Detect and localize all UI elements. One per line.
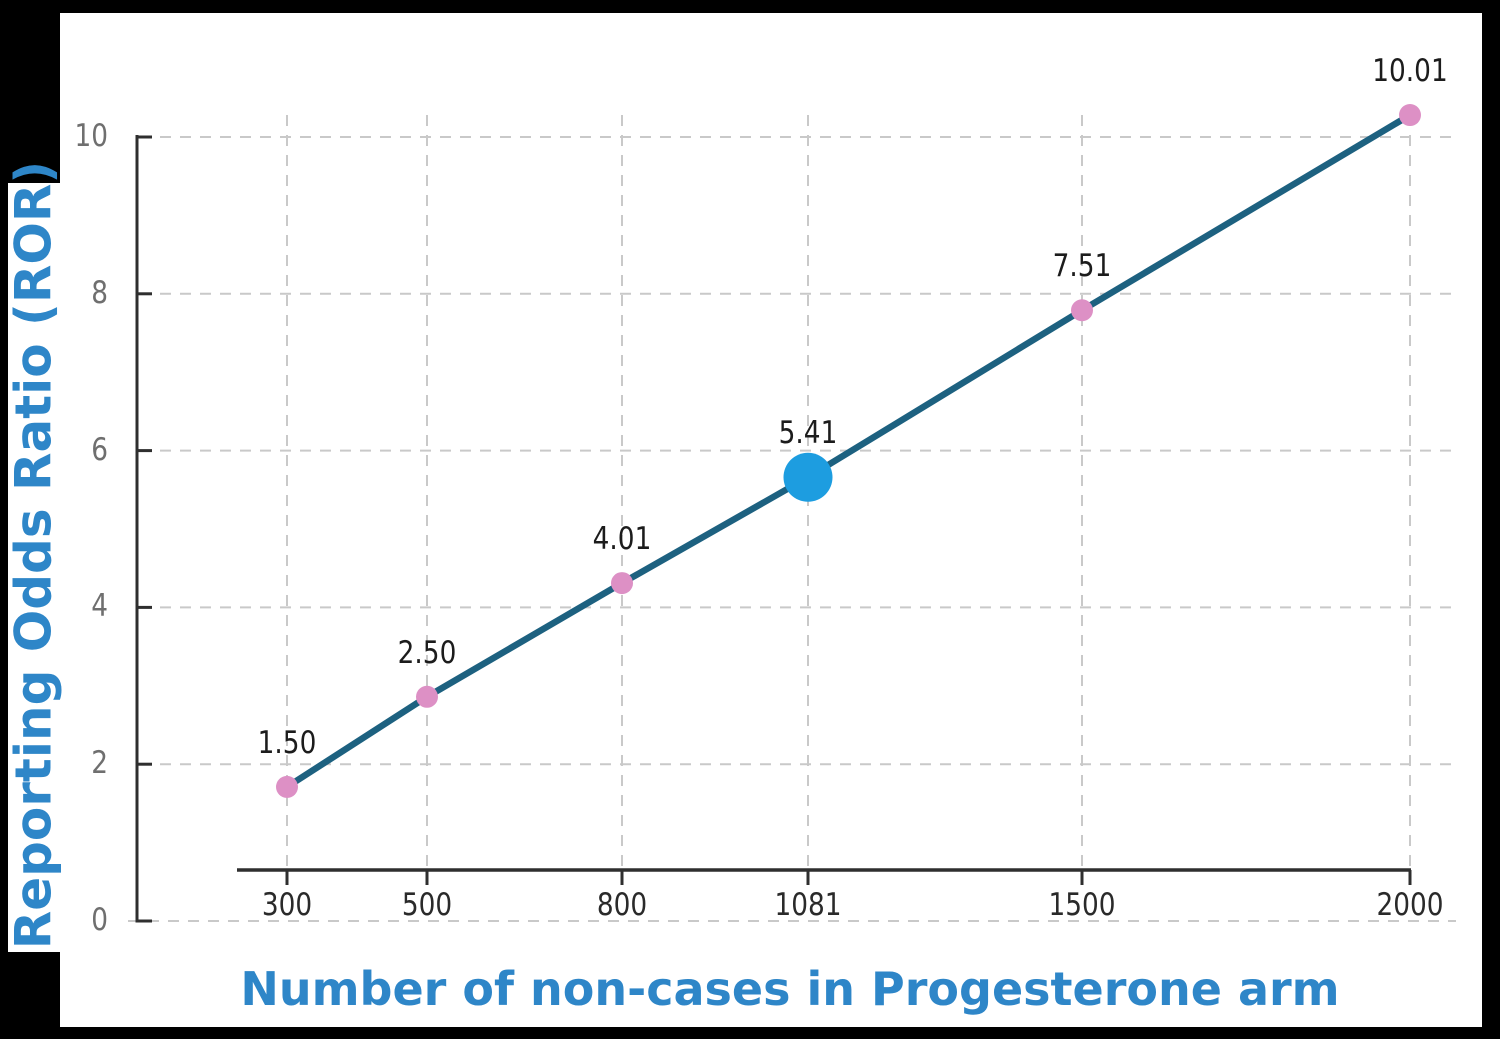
data-point-label: 5.41	[778, 415, 838, 452]
data-point-marker	[416, 685, 438, 708]
x-tick-label: 2000	[1376, 887, 1444, 923]
x-tick-label: 1081	[774, 887, 842, 923]
y-tick-label: 2	[91, 745, 108, 782]
x-tick-label: 500	[401, 887, 453, 923]
data-point-label: 1.50	[257, 725, 317, 762]
data-point-label: 4.01	[592, 521, 652, 558]
data-point-label: 10.01	[1372, 53, 1448, 90]
x-axis-title: Number of non-cases in Progesterone arm	[240, 962, 1340, 1016]
data-point-marker	[611, 572, 633, 595]
plot-canvas	[60, 13, 1482, 1027]
x-tick-label: 300	[261, 887, 313, 923]
data-point-marker	[1399, 104, 1421, 127]
y-tick-label: 8	[91, 274, 108, 311]
y-tick-label: 10	[74, 118, 108, 155]
data-point-marker	[1071, 299, 1093, 322]
highlighted-data-point-marker	[783, 452, 833, 502]
y-axis-title: Reporting Odds Ratio (ROR)	[4, 160, 63, 950]
y-tick-label: 4	[91, 588, 108, 625]
y-axis-title-background	[8, 183, 60, 952]
data-point-label: 7.51	[1052, 248, 1112, 285]
data-point-marker	[276, 775, 298, 798]
y-tick-label: 0	[91, 902, 108, 939]
data-point-label: 2.50	[397, 634, 457, 671]
trend-line	[285, 112, 1412, 790]
y-tick-label: 6	[91, 431, 108, 468]
x-tick-label: 1500	[1048, 887, 1116, 923]
x-tick-label: 800	[596, 887, 648, 923]
